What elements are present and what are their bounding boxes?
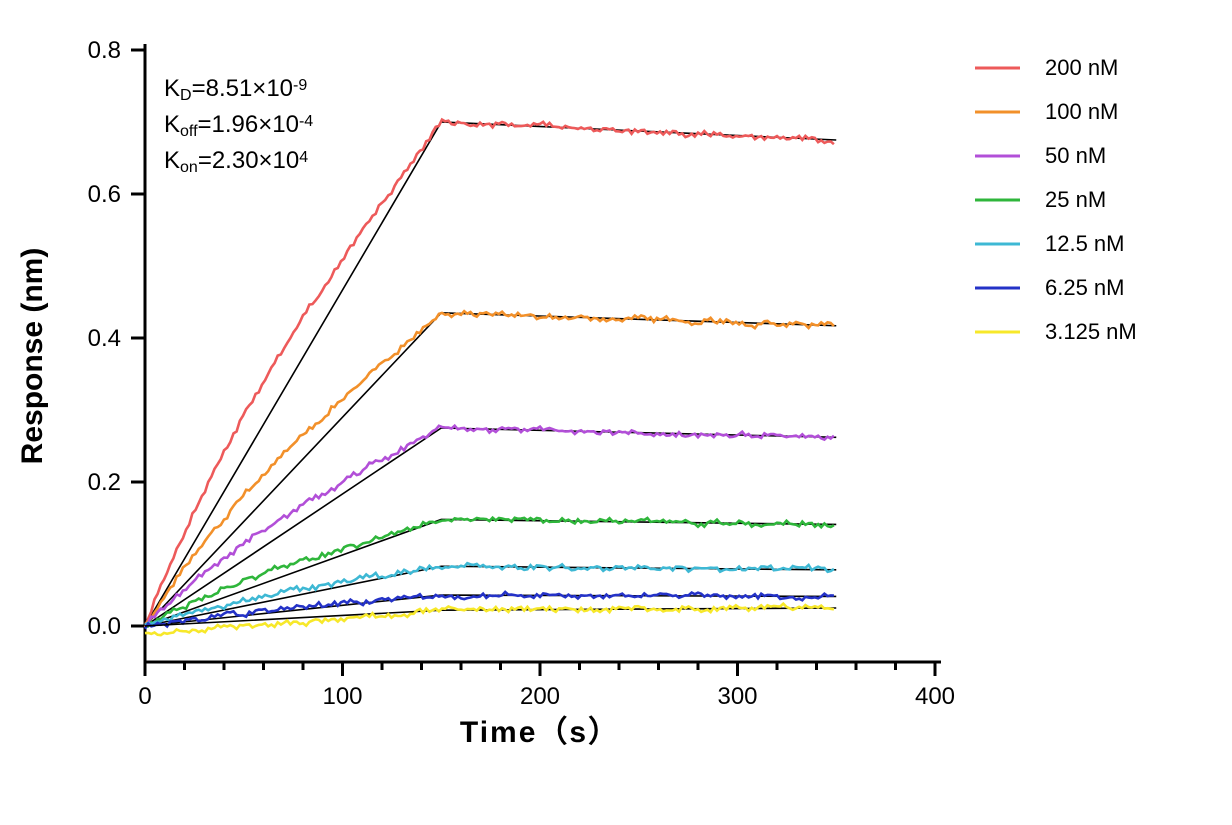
kinetic-constant: Kon=2.30×104 — [164, 147, 308, 176]
fit-line — [145, 122, 836, 626]
x-tick-label: 100 — [322, 683, 362, 710]
series-trace — [145, 120, 834, 628]
legend-label: 25 nM — [1045, 187, 1106, 212]
y-tick-label: 0.8 — [88, 37, 121, 64]
y-tick-label: 0.0 — [88, 613, 121, 640]
legend-label: 6.25 nM — [1045, 275, 1125, 300]
kinetic-constant: KD=8.51×10-9 — [164, 75, 307, 104]
legend-label: 100 nM — [1045, 99, 1118, 124]
y-tick-label: 0.6 — [88, 181, 121, 208]
legend-label: 200 nM — [1045, 55, 1118, 80]
x-tick-label: 400 — [915, 683, 955, 710]
y-tick-label: 0.4 — [88, 325, 121, 352]
x-tick-label: 200 — [520, 683, 560, 710]
kinetic-constant: Koff=1.96×10-4 — [164, 111, 313, 140]
legend-label: 50 nM — [1045, 143, 1106, 168]
legend-label: 3.125 nM — [1045, 319, 1137, 344]
legend-label: 12.5 nM — [1045, 231, 1125, 256]
y-tick-label: 0.2 — [88, 469, 121, 496]
x-tick-label: 0 — [138, 683, 151, 710]
x-tick-label: 300 — [717, 683, 757, 710]
y-axis-title: Response (nm) — [16, 248, 49, 465]
x-axis-title: Time（s） — [460, 715, 620, 749]
kinetics-chart: 0 100 200 300 400 0.0 0.2 0.4 0.6 0.8 Time（s） Respo… — [0, 0, 1232, 825]
chart-svg: 0 100 200 300 400 0.0 0.2 0.4 0.6 0.8 Time（s） Respo… — [0, 0, 1232, 825]
